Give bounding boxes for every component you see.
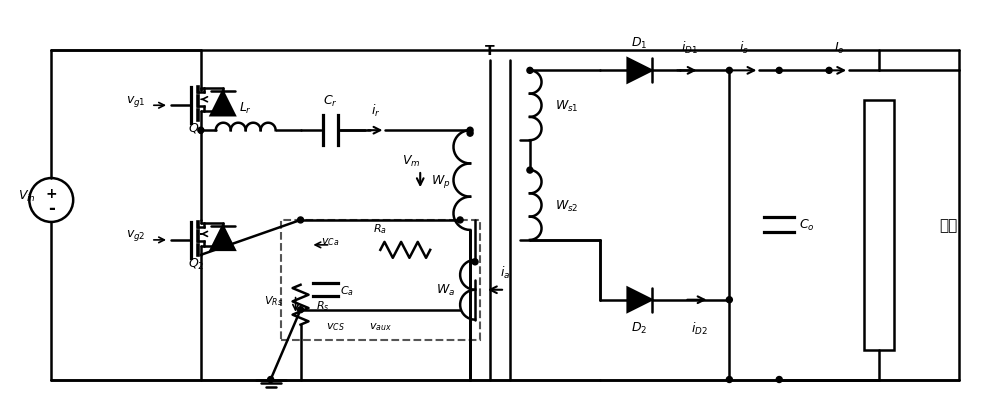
- Text: $v_{aux}$: $v_{aux}$: [369, 320, 392, 332]
- Text: $R_a$: $R_a$: [373, 221, 387, 235]
- Text: 负载: 负载: [939, 218, 957, 233]
- Text: $V_{Rs}$: $V_{Rs}$: [264, 293, 283, 307]
- Circle shape: [776, 68, 782, 74]
- Text: $D_1$: $D_1$: [631, 36, 648, 51]
- Text: +: +: [45, 186, 57, 200]
- Circle shape: [527, 68, 533, 74]
- Text: $C_r$: $C_r$: [323, 94, 338, 109]
- Text: $I_o$: $I_o$: [834, 41, 844, 56]
- Text: $v_{CS}$: $v_{CS}$: [326, 320, 345, 332]
- Text: $i_s$: $i_s$: [739, 40, 749, 56]
- Circle shape: [776, 377, 782, 383]
- Text: $Q_2$: $Q_2$: [188, 257, 204, 272]
- Text: $v_{g1}$: $v_{g1}$: [126, 93, 146, 109]
- Text: $i_{D1}$: $i_{D1}$: [681, 40, 698, 56]
- Circle shape: [527, 168, 533, 174]
- Text: $W_{s1}$: $W_{s1}$: [555, 99, 578, 113]
- Text: $Q_1$: $Q_1$: [188, 122, 204, 136]
- Circle shape: [268, 377, 274, 383]
- Circle shape: [726, 297, 732, 303]
- Text: $R_s$: $R_s$: [316, 298, 329, 312]
- Polygon shape: [628, 288, 652, 312]
- Text: $W_a$: $W_a$: [436, 282, 455, 298]
- Circle shape: [726, 377, 732, 383]
- Text: $C_a$: $C_a$: [340, 283, 354, 297]
- Text: $V_{in}$: $V_{in}$: [18, 188, 36, 203]
- Text: -: -: [48, 199, 55, 217]
- Circle shape: [726, 68, 732, 74]
- Circle shape: [457, 217, 463, 223]
- Polygon shape: [211, 226, 235, 250]
- Circle shape: [467, 128, 473, 134]
- Text: T: T: [485, 44, 495, 58]
- Text: $L_r$: $L_r$: [239, 101, 252, 116]
- Text: $i_a$: $i_a$: [500, 264, 510, 280]
- Circle shape: [298, 307, 304, 313]
- Polygon shape: [628, 59, 652, 83]
- Bar: [864, 101, 894, 350]
- Polygon shape: [211, 92, 235, 116]
- Text: $W_p$: $W_p$: [431, 172, 450, 189]
- Text: $V_m$: $V_m$: [402, 153, 420, 168]
- Circle shape: [467, 131, 473, 137]
- Circle shape: [826, 68, 832, 74]
- Text: $v_{g2}$: $v_{g2}$: [126, 228, 146, 243]
- Circle shape: [472, 259, 478, 265]
- Text: $v_{Ca}$: $v_{Ca}$: [321, 235, 340, 247]
- Text: $D_2$: $D_2$: [631, 320, 648, 335]
- Bar: [281, 221, 480, 340]
- Text: $C_o$: $C_o$: [799, 218, 815, 233]
- Text: $i_{D2}$: $i_{D2}$: [691, 320, 708, 336]
- Circle shape: [298, 217, 304, 223]
- Circle shape: [198, 128, 204, 134]
- Text: $i_r$: $i_r$: [371, 103, 380, 119]
- Text: $W_{s2}$: $W_{s2}$: [555, 198, 578, 213]
